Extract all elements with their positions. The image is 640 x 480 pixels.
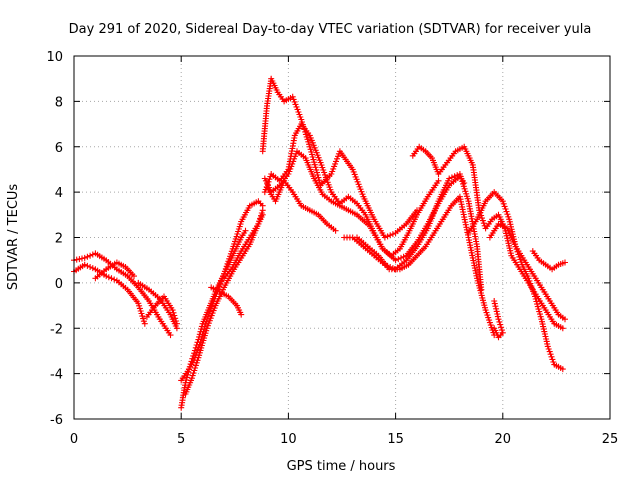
x-tick-label: 5 [177,432,185,447]
series-markers [92,259,137,282]
y-tick-label: -6 [50,413,63,428]
x-tick-label: 25 [602,432,619,447]
series-markers [409,143,566,332]
series-track-3 [92,259,137,282]
x-tick-label: 0 [70,432,78,447]
series-markers [264,177,339,234]
series-markers [491,298,506,341]
series-markers [221,211,266,282]
data-series [71,75,568,411]
x-tick-label: 20 [495,432,512,447]
x-tick-label: 10 [280,432,297,447]
series-markers [354,193,498,339]
series-track-20 [491,298,506,341]
series-track-7 [178,198,266,384]
series-markers [208,284,245,318]
series-markers [486,220,568,323]
series-track-14 [264,177,339,234]
y-tick-label: 0 [55,277,63,292]
axis-ticks: 0 5 10 15 20 25 -6 -4 -2 0 2 4 6 8 10 [46,50,618,447]
y-tick-label: 2 [55,232,63,247]
series-markers [529,248,568,273]
series-track-10 [221,211,266,282]
y-tick-label: 4 [55,186,63,201]
y-tick-label: -2 [50,322,63,337]
series-markers [178,198,266,384]
y-tick-label: -4 [50,368,63,383]
x-axis-title: GPS time / hours [287,459,396,474]
chart-title: Day 291 of 2020, Sidereal Day-to-day VTE… [69,22,592,37]
y-tick-label: 10 [46,50,63,65]
y-tick-label: 8 [55,95,63,110]
x-tick-label: 15 [387,432,404,447]
y-axis-title: SDTVAR / TECUs [6,184,21,291]
y-tick-label: 6 [55,141,63,156]
series-track-5 [143,293,180,327]
series-track-19 [486,220,568,323]
series-track-21 [529,248,568,273]
series-markers [143,293,180,327]
series-track-16 [354,193,498,339]
series-track-9 [208,284,245,318]
